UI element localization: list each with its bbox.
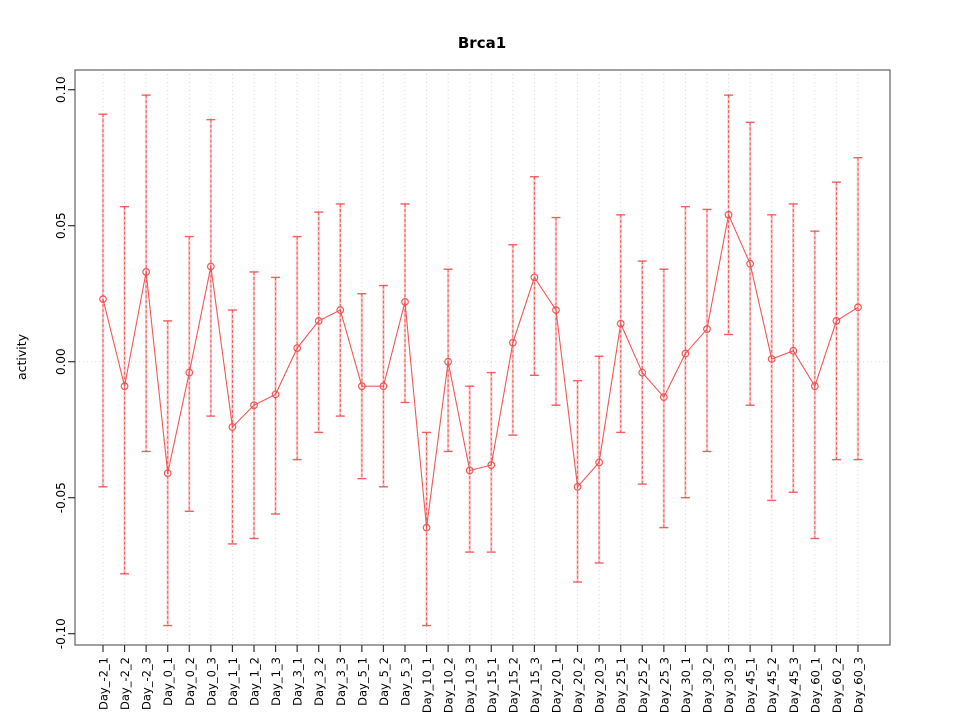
data-point-Day_1_1 — [228, 423, 237, 431]
x-tick-label: Day_0_3 — [204, 657, 218, 706]
data-point-Day_1_2 — [250, 401, 258, 410]
data-point-Day_25_2 — [638, 368, 647, 377]
data-point-Day_-2_2 — [120, 382, 129, 391]
data-point-Day_25_3 — [659, 393, 668, 401]
data-point-Day_0_2 — [185, 368, 194, 377]
data-point-Day_45_3 — [789, 346, 798, 355]
y-tick-label: 0.00 — [54, 348, 68, 375]
data-point-Day_-2_1 — [99, 295, 107, 304]
plot-frame — [74, 69, 891, 646]
x-tick-label: Day_-2_2 — [118, 657, 132, 710]
data-point-Day_10_1 — [422, 523, 431, 532]
x-tick-label: Day_3_3 — [334, 657, 348, 706]
data-point-Day_1_3 — [271, 390, 280, 399]
x-tick-label: Day_45_1 — [744, 657, 758, 713]
x-tick-label: Day_10_2 — [442, 657, 456, 713]
x-tick-label: Day_0_2 — [183, 657, 197, 706]
data-point-Day_5_3 — [401, 297, 409, 306]
data-point-Day_10_2 — [444, 357, 453, 366]
x-tick-label: Day_25_3 — [657, 657, 671, 713]
x-tick-label: Day_30_1 — [679, 657, 693, 713]
data-point-Day_3_1 — [293, 344, 302, 353]
data-point-Day_15_1 — [487, 461, 496, 469]
data-point-Day_60_3 — [854, 303, 862, 312]
x-tick-label: Day_15_1 — [485, 657, 499, 713]
data-point-Day_30_1 — [681, 349, 690, 358]
x-tick-label: Day_45_2 — [765, 657, 779, 713]
y-tick-label: 0.05 — [54, 212, 68, 239]
data-point-Day_45_1 — [746, 259, 755, 268]
axis-tick-labels: -0.10 -0.05 0.00 0.05 0.10 Day_-2_1 Day_-2_2 Da… — [54, 76, 865, 713]
x-tick-label: Day_3_1 — [291, 657, 305, 706]
x-tick-label: Day_15_2 — [506, 657, 520, 713]
x-tick-label: Day_0_1 — [161, 657, 175, 706]
x-tick-label: Day_30_3 — [722, 657, 736, 713]
data-point-Day_45_2 — [767, 355, 776, 363]
data-series-layer — [98, 94, 863, 627]
x-tick-label: Day_10_1 — [420, 657, 434, 713]
data-point-Day_20_1 — [552, 306, 560, 314]
y-tick-label: -0.10 — [54, 618, 68, 649]
x-tick-label: Day_-2_1 — [97, 657, 111, 710]
x-tick-label: Day_30_2 — [700, 657, 714, 713]
x-tick-label: Day_5_3 — [398, 657, 412, 706]
x-tick-label: Day_1_3 — [269, 657, 283, 706]
x-tick-label: Day_3_2 — [312, 657, 326, 706]
data-point-Day_30_2 — [703, 325, 711, 333]
data-point-Day_5_2 — [379, 382, 388, 391]
x-tick-label: Day_1_2 — [247, 657, 261, 706]
x-tick-label: Day_10_3 — [463, 657, 477, 713]
data-point-Day_25_1 — [616, 319, 625, 328]
data-point-Day_30_3 — [724, 210, 733, 219]
x-tick-label: Day_20_2 — [571, 657, 585, 713]
x-tick-label: Day_60_2 — [830, 657, 844, 713]
y-tick-label: 0.10 — [54, 76, 68, 103]
data-point-Day_10_3 — [465, 466, 474, 475]
data-point-Day_3_2 — [314, 317, 323, 325]
x-tick-label: Day_60_3 — [851, 657, 865, 713]
x-tick-label: Day_1_1 — [226, 657, 240, 706]
data-point-Day_-2_3 — [142, 268, 151, 276]
data-point-Day_15_2 — [508, 338, 517, 347]
x-tick-label: Day_20_3 — [593, 657, 607, 713]
data-point-Day_20_2 — [573, 482, 582, 491]
data-point-Day_20_3 — [595, 458, 604, 467]
x-tick-label: Day_5_1 — [355, 657, 369, 706]
data-point-Day_15_3 — [530, 273, 539, 282]
chart-title: Brca1 — [458, 34, 506, 52]
plot-border — [74, 69, 891, 646]
data-point-Day_60_2 — [832, 317, 841, 325]
x-tick-label: Day_15_3 — [528, 657, 542, 713]
x-tick-label: Day_-2_3 — [140, 657, 154, 710]
series-line — [102, 212, 859, 528]
data-point-Day_60_1 — [810, 382, 819, 391]
y-tick-label: -0.05 — [54, 482, 68, 513]
y-axis-label: activity — [14, 333, 29, 380]
data-point-Day_5_1 — [357, 382, 366, 391]
data-point-Day_3_3 — [336, 306, 345, 314]
x-tick-label: Day_25_1 — [614, 657, 628, 713]
data-point-Day_0_1 — [163, 469, 172, 478]
axis-ticks — [68, 89, 859, 652]
x-tick-label: Day_60_1 — [808, 657, 822, 713]
data-point-Day_0_3 — [206, 262, 215, 271]
x-tick-label: Day_25_2 — [636, 657, 650, 713]
x-tick-label: Day_5_2 — [377, 657, 391, 706]
x-tick-label: Day_20_1 — [549, 657, 563, 713]
grid-layer — [75, 70, 890, 645]
x-tick-label: Day_45_3 — [787, 657, 801, 713]
